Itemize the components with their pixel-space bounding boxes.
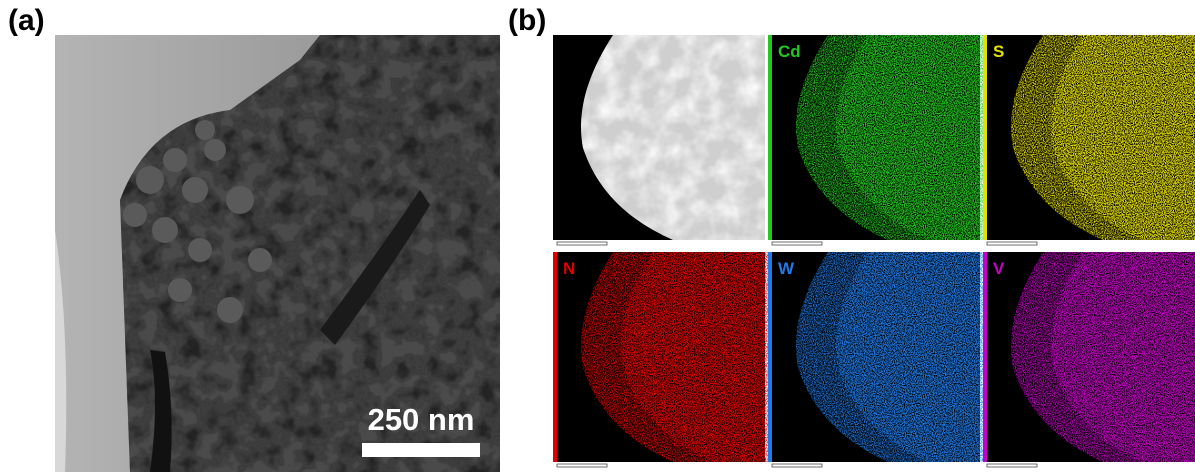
panel-label: (a) [8,4,45,37]
scale-strip [983,462,1195,470]
scale-strip [553,462,765,470]
map-side-bar [768,252,772,462]
panel-label: (b) [508,4,546,37]
element-label: N [563,259,575,278]
eds-maps: Cd S N W V [553,35,1195,470]
map-side-bar [983,35,987,240]
element-label: V [993,259,1005,278]
map-side-bar [553,252,557,462]
scale-strip [768,462,980,470]
element-label: Cd [778,42,801,61]
map-side-bar [768,35,772,240]
scale-strip [768,240,980,248]
tem-image: 250 nm [55,35,500,472]
element-label: S [993,42,1004,61]
scale-bar-label: 250 nm [368,402,475,437]
scale-strip [983,240,1195,248]
map-side-bar [983,252,987,462]
scale-bar [362,443,480,457]
figure: (a) 250 nm (b) Cd S N W V [0,0,1195,472]
scale-strip [553,240,765,248]
element-label: W [778,259,795,278]
